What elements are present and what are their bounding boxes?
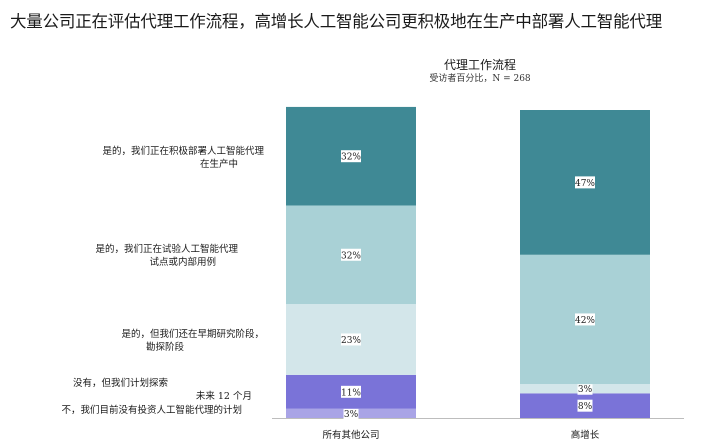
- legend-piloting-line2: 试点或内部用例: [149, 257, 216, 268]
- legend-research-line2: 勘探阶段: [145, 342, 184, 353]
- category-label: 所有其他公司: [322, 429, 379, 441]
- legend-deploying-line1: 是的，我们正在积极部署人工智能代理: [102, 146, 264, 157]
- data-label: 32%: [341, 251, 361, 261]
- data-label: 8%: [578, 402, 593, 412]
- legend-piloting-line1: 是的，我们正在试验人工智能代理: [95, 244, 238, 255]
- legend-none-line1: 不，我们目前没有投资人工智能代理的计划: [61, 405, 242, 416]
- data-label-bg: [577, 382, 593, 395]
- data-label: 47%: [575, 179, 595, 189]
- chart-headline: 大量公司正在评估代理工作流程，高增长人工智能公司更积极地在生产中部署人工智能代理: [10, 12, 663, 31]
- data-label: 42%: [575, 316, 595, 326]
- chart-note: 受访者百分比，N = 268: [429, 74, 531, 84]
- legend-planning-line1: 没有，但我们计划探索: [72, 378, 168, 389]
- data-label: 23%: [341, 336, 361, 346]
- data-label: 32%: [341, 153, 361, 163]
- legend-deploying-line2: 在生产中: [199, 159, 238, 170]
- data-label-bg: [341, 248, 361, 261]
- data-label-bg: [341, 333, 361, 346]
- data-label-bg: [343, 407, 359, 420]
- category-label: 高增长: [571, 429, 600, 441]
- legend-piloting: 是的，我们正在试验人工智能代理 试点或内部用例: [95, 243, 264, 269]
- data-label: 3%: [578, 385, 593, 395]
- data-label: 11%: [341, 388, 361, 398]
- legend-planning: 没有，但我们计划探索 未来 12 个月: [73, 377, 264, 403]
- data-label-bg: [341, 150, 361, 163]
- legend-deploying: 是的，我们正在积极部署人工智能代理 在生产中: [102, 145, 264, 171]
- chart-title: 代理工作流程: [443, 58, 516, 72]
- data-label-bg: [341, 385, 361, 398]
- legend-research: 是的，但我们还在早期研究阶段， 勘探阶段: [121, 328, 264, 354]
- legend-planning-line2: 未来 12 个月: [195, 391, 252, 402]
- legend-research-line1: 是的，但我们还在早期研究阶段，: [121, 329, 264, 340]
- data-label-bg: [577, 399, 593, 412]
- data-label-bg: [575, 313, 595, 326]
- data-label: 3%: [344, 410, 359, 420]
- data-label-bg: [575, 176, 595, 189]
- legend-none: 不，我们目前没有投资人工智能代理的计划: [61, 404, 242, 417]
